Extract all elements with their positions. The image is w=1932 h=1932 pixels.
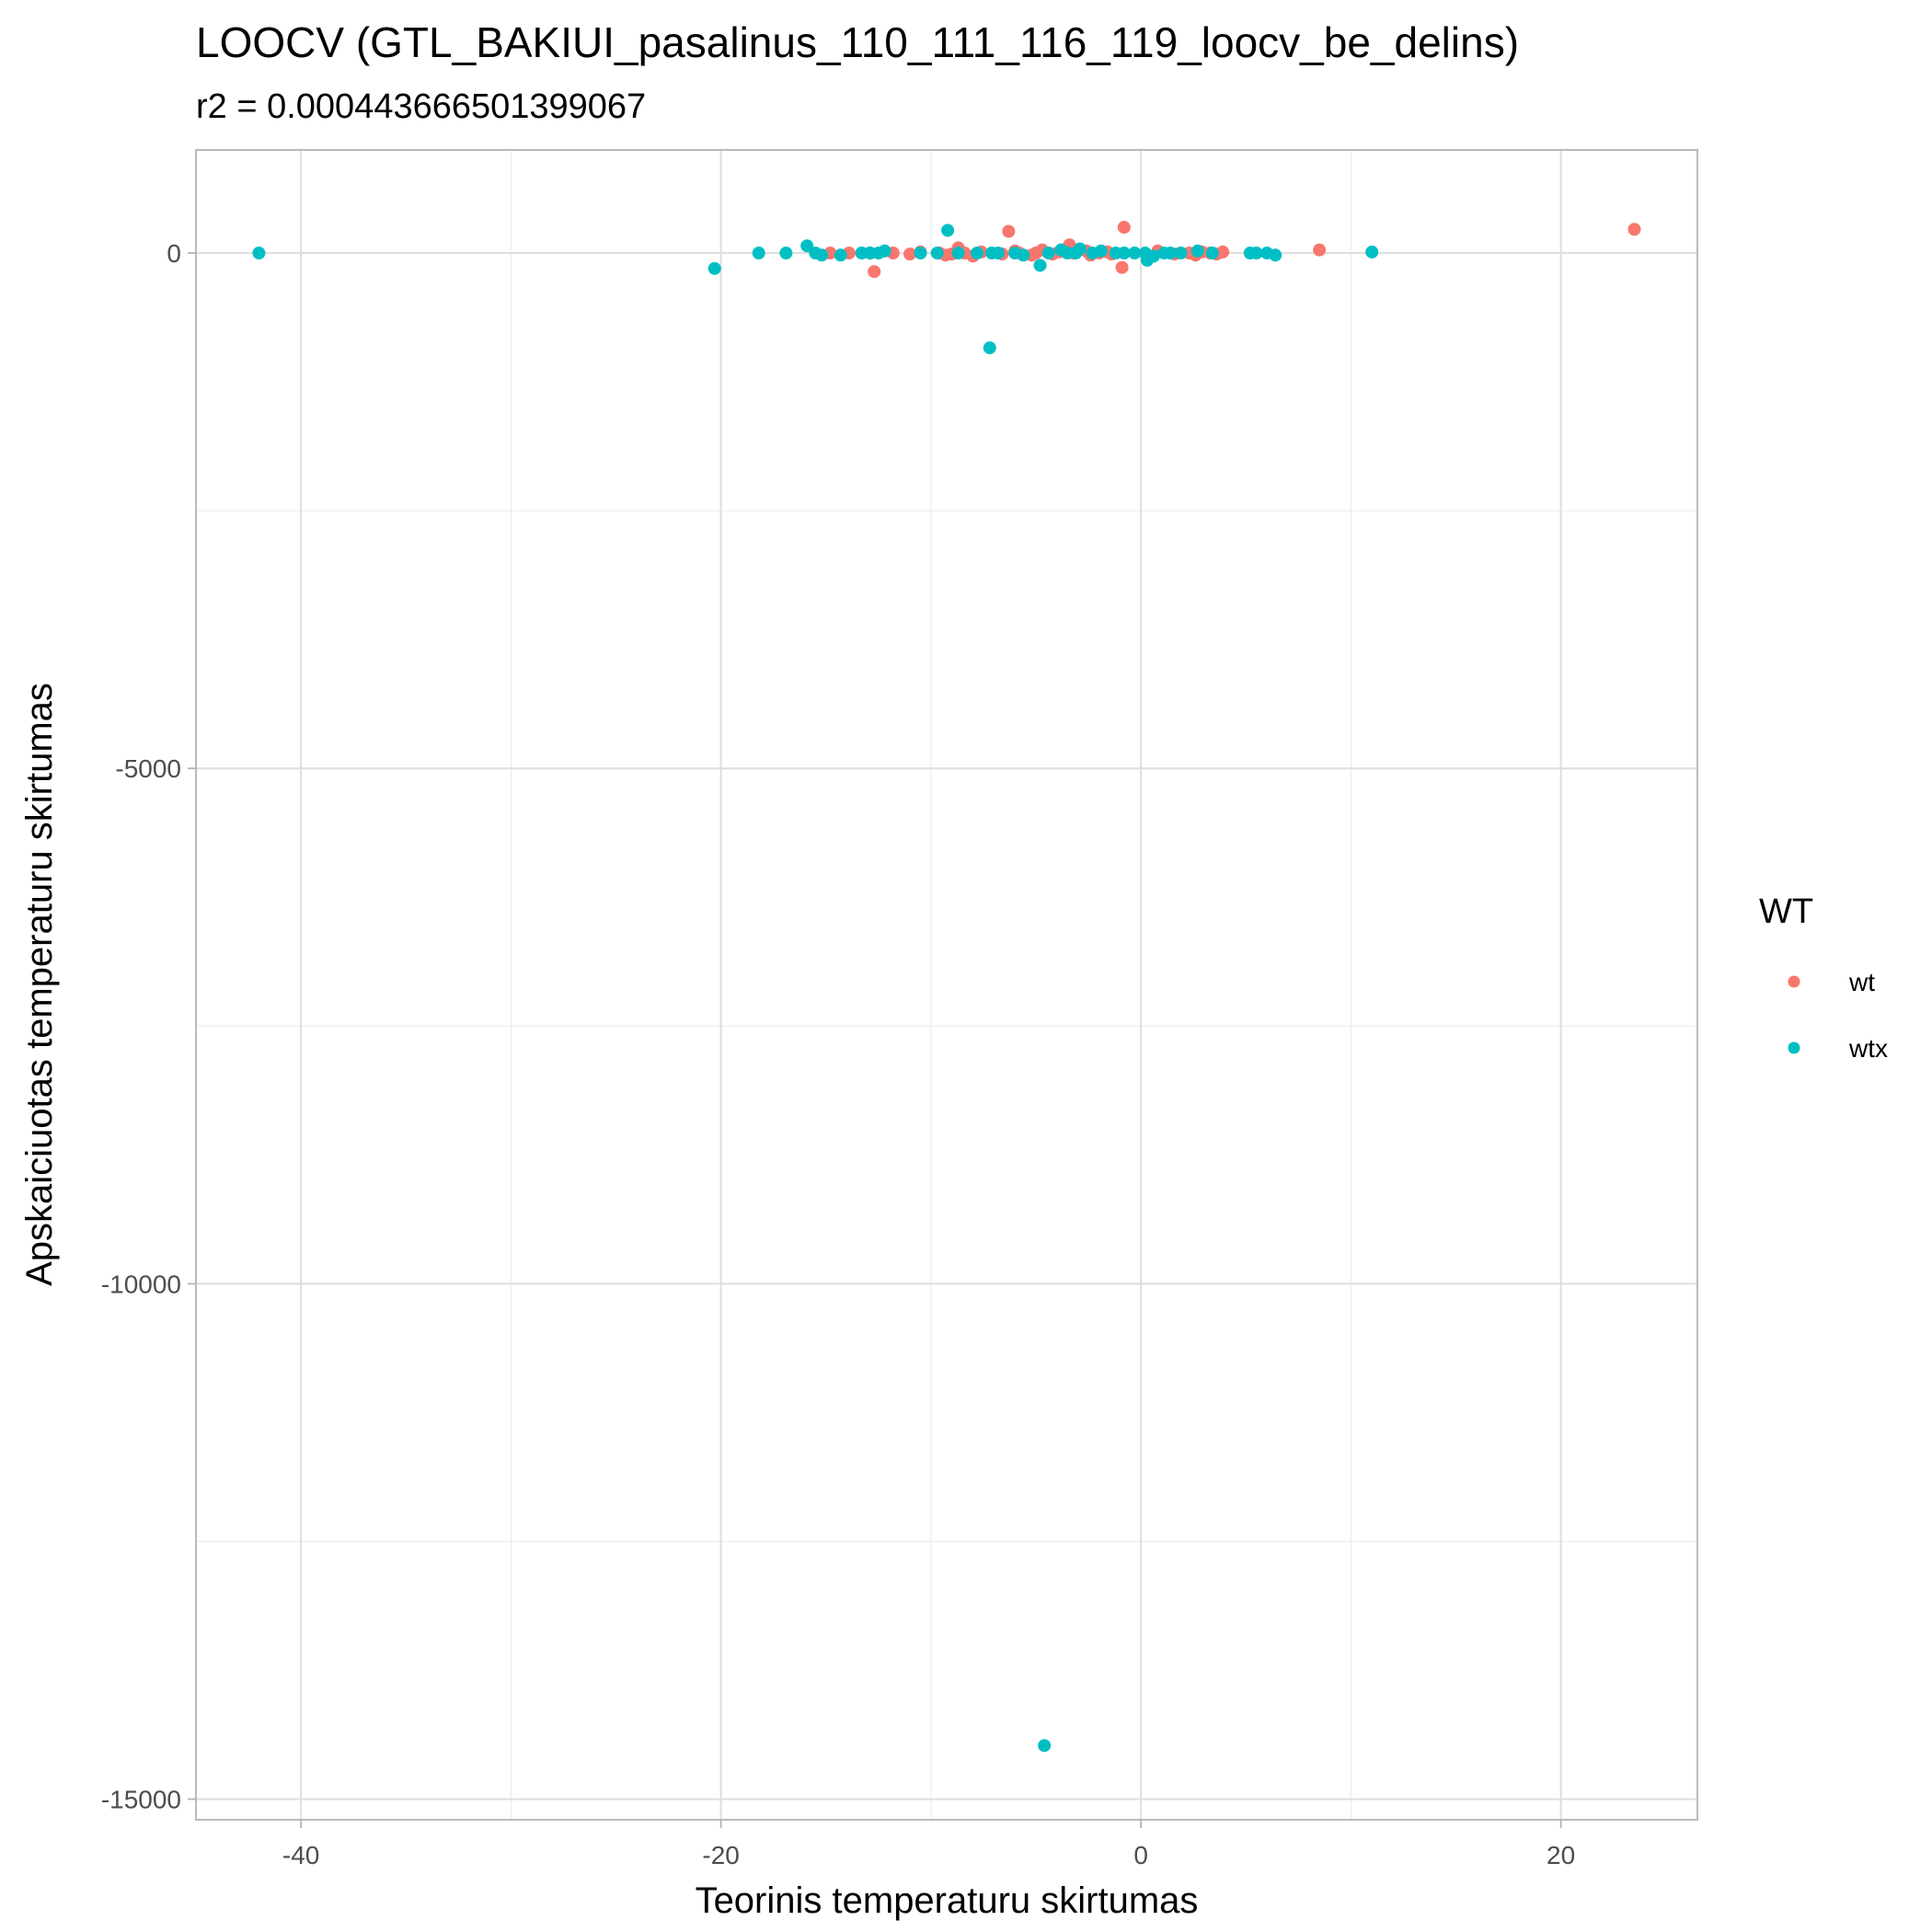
- grid-minor: [196, 150, 1697, 1820]
- y-tick-label: -5000: [115, 754, 181, 783]
- y-tick-label: -10000: [101, 1270, 181, 1298]
- data-point-wtx: [252, 247, 266, 260]
- data-point-wtx: [707, 261, 721, 275]
- chart-title: LOOCV (GTL_BAKIUI_pasalinus_110_111_116_…: [196, 18, 1519, 66]
- data-point-wtx: [1174, 247, 1188, 260]
- x-tick-label: 20: [1547, 1841, 1575, 1869]
- data-point-wt: [1313, 243, 1327, 257]
- y-axis-label: Apskaiciuotas temperaturu skirtumas: [19, 683, 60, 1286]
- data-point-wtx: [971, 247, 984, 260]
- legend-key-wt: [1788, 975, 1800, 988]
- data-point-wtx: [1146, 249, 1160, 263]
- data-point-wtx: [834, 248, 847, 262]
- data-point-wt: [1002, 224, 1016, 238]
- data-point-wt: [903, 247, 917, 261]
- data-point-wtx: [930, 247, 944, 260]
- data-point-wtx: [800, 239, 814, 253]
- data-point-wtx: [1164, 247, 1178, 260]
- data-point-wtx: [815, 248, 829, 262]
- data-point-wtx: [1249, 247, 1263, 260]
- legend: WT wt wtx: [1759, 892, 1888, 1063]
- x-axis: -40 -20 0 20: [282, 1820, 1575, 1869]
- data-point-wt: [1115, 260, 1129, 274]
- data-point-wtx: [1017, 248, 1030, 262]
- data-point-wtx: [878, 244, 891, 258]
- data-point-wtx: [914, 247, 927, 260]
- data-point-wtx: [1094, 244, 1108, 258]
- data-point-wtx: [983, 341, 996, 355]
- y-axis: -15000 -10000 -5000 0: [101, 239, 196, 1814]
- plot-border: [195, 149, 1698, 1821]
- x-tick-label: -40: [282, 1841, 319, 1869]
- legend-label-wtx: wtx: [1848, 1034, 1888, 1063]
- y-tick-label: 0: [167, 239, 181, 268]
- data-point-wtx: [1269, 248, 1282, 262]
- x-tick-label: -20: [702, 1841, 739, 1869]
- data-point-wtx: [951, 247, 965, 260]
- y-tick-label: -15000: [101, 1786, 181, 1814]
- chart-subtitle: r2 = 0.000443666501399067: [196, 87, 646, 126]
- data-point-wt: [1117, 221, 1131, 235]
- data-point-wt: [868, 265, 881, 279]
- data-point-wtx: [1117, 247, 1131, 260]
- data-point-wt: [1627, 223, 1641, 236]
- data-point-wtx: [1205, 247, 1219, 260]
- x-tick-label: 0: [1133, 1841, 1148, 1869]
- data-points: [252, 221, 1641, 1753]
- data-point-wtx: [752, 247, 765, 260]
- legend-key-wtx: [1788, 1041, 1800, 1054]
- x-axis-label: Teorinis temperaturu skirtumas: [696, 1880, 1199, 1921]
- plot-panel: [196, 150, 1697, 1820]
- data-point-wtx: [1365, 245, 1379, 259]
- data-point-wtx: [1038, 1739, 1052, 1753]
- data-point-wt: [1216, 245, 1230, 259]
- data-point-wtx: [1033, 259, 1047, 272]
- data-point-wtx: [1073, 242, 1087, 256]
- data-point-wtx: [1190, 244, 1204, 258]
- data-point-wtx: [1128, 247, 1142, 260]
- data-point-wtx: [941, 224, 955, 237]
- legend-title: WT: [1759, 892, 1813, 931]
- data-point-wtx: [779, 247, 793, 260]
- legend-label-wt: wt: [1848, 968, 1875, 996]
- data-point-wtx: [991, 247, 1005, 260]
- data-point-wtx: [1041, 247, 1055, 260]
